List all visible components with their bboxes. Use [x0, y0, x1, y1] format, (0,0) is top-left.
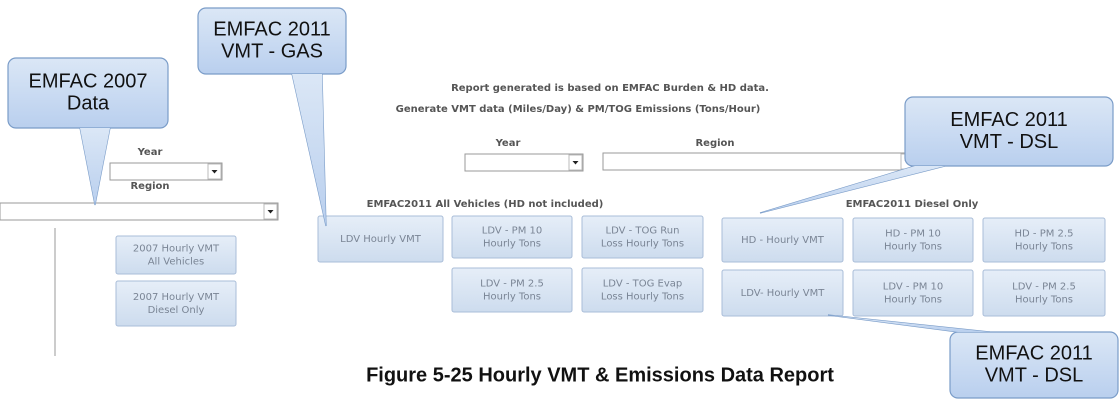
dropdown[interactable]: [464, 153, 584, 172]
button-label: 2007 Hourly VMT: [133, 292, 220, 303]
button-label: HD - Hourly VMT: [741, 235, 825, 246]
button[interactable]: [721, 217, 844, 263]
button-label: HD - PM 10: [885, 229, 941, 240]
button[interactable]: [852, 217, 974, 263]
callout-text: EMFAC 2011: [950, 109, 1067, 131]
callout-text: VMT - DSL: [960, 131, 1059, 153]
callout-box: [197, 7, 347, 75]
button-label: Hourly Tons: [884, 295, 942, 306]
button-label: Loss Hourly Tons: [601, 239, 684, 250]
figure-caption: Figure 5-25 Hourly VMT & Emissions Data …: [366, 364, 834, 386]
dropdown[interactable]: [109, 162, 223, 181]
callout-text: EMFAC 2007: [29, 70, 148, 92]
button[interactable]: [115, 235, 237, 275]
button[interactable]: [581, 215, 704, 259]
callout-text: VMT - GAS: [221, 40, 323, 62]
button[interactable]: [852, 269, 974, 317]
year-label: Year: [137, 147, 163, 158]
callout-text: VMT - DSL: [985, 364, 1084, 386]
report-subheader: Generate VMT data (Miles/Day) & PM/TOG E…: [396, 104, 761, 115]
button[interactable]: [581, 267, 704, 313]
button-label: LDV - PM 10: [482, 226, 542, 237]
callout-box: [904, 96, 1114, 167]
dropdown-arrow: [572, 161, 579, 165]
button-label: All Vehicles: [148, 257, 205, 268]
button[interactable]: [451, 267, 573, 313]
dropdown-arrow: [211, 170, 218, 174]
button-label: LDV - PM 2.5: [480, 279, 544, 290]
button[interactable]: [115, 280, 237, 327]
section-title: EMFAC2011 Diesel Only: [846, 199, 979, 210]
dropdown[interactable]: [0, 202, 279, 221]
section-title: EMFAC2011 All Vehicles (HD not included): [367, 199, 604, 210]
button-label: LDV - PM 10: [883, 282, 943, 293]
callout-box: [949, 331, 1119, 399]
button-label: LDV- Hourly VMT: [741, 288, 826, 299]
button[interactable]: [317, 215, 444, 263]
button[interactable]: [721, 269, 844, 317]
region-label: Region: [130, 181, 169, 192]
button-label: 2007 Hourly VMT: [133, 244, 220, 255]
year-label: Year: [495, 138, 521, 149]
dropdown-arrow: [267, 210, 274, 214]
button-label: Hourly Tons: [884, 242, 942, 253]
button-label: LDV - PM 2.5: [1012, 282, 1076, 293]
button-label: Hourly Tons: [1015, 242, 1073, 253]
callout-tail-cover: [80, 128, 110, 205]
button-label: Hourly Tons: [1015, 295, 1073, 306]
button-label: LDV Hourly VMT: [340, 234, 422, 245]
region-label: Region: [695, 138, 734, 149]
callout-tail-cover: [760, 166, 945, 213]
button-label: LDV - TOG Run: [606, 226, 680, 237]
callout-text: Data: [67, 92, 110, 114]
button[interactable]: [982, 217, 1106, 263]
button-label: Diesel Only: [148, 305, 205, 316]
callout-tail-cover: [292, 74, 326, 226]
button[interactable]: [451, 215, 573, 259]
dropdown[interactable]: [602, 152, 916, 171]
callout-tail-cover: [828, 315, 990, 332]
button-label: HD - PM 2.5: [1015, 229, 1074, 240]
button-label: Hourly Tons: [483, 292, 541, 303]
button-label: Hourly Tons: [483, 239, 541, 250]
callout-text: EMFAC 2011: [975, 342, 1092, 364]
button[interactable]: [982, 269, 1106, 317]
button-label: Loss Hourly Tons: [601, 292, 684, 303]
callout-text: EMFAC 2011: [213, 18, 330, 40]
report-header: Report generated is based on EMFAC Burde…: [451, 83, 769, 94]
button-label: LDV - TOG Evap: [603, 279, 683, 290]
